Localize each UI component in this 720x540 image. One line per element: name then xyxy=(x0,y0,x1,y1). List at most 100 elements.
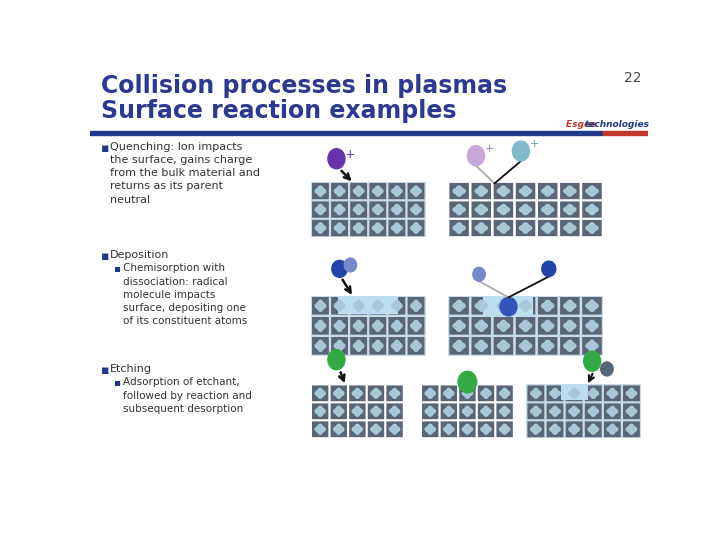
FancyBboxPatch shape xyxy=(422,386,438,401)
Ellipse shape xyxy=(328,148,345,168)
Ellipse shape xyxy=(354,302,364,309)
Ellipse shape xyxy=(569,390,580,396)
Ellipse shape xyxy=(533,424,539,434)
Ellipse shape xyxy=(498,302,510,309)
FancyBboxPatch shape xyxy=(582,201,602,218)
Ellipse shape xyxy=(478,205,485,214)
Ellipse shape xyxy=(586,188,598,194)
FancyBboxPatch shape xyxy=(331,337,348,355)
Ellipse shape xyxy=(356,205,361,214)
Ellipse shape xyxy=(390,408,400,414)
Ellipse shape xyxy=(413,205,419,214)
Ellipse shape xyxy=(588,408,598,414)
Ellipse shape xyxy=(456,300,463,312)
Ellipse shape xyxy=(333,408,344,414)
Ellipse shape xyxy=(590,424,596,434)
Ellipse shape xyxy=(410,188,421,194)
Ellipse shape xyxy=(478,340,485,352)
Ellipse shape xyxy=(315,427,325,432)
Ellipse shape xyxy=(473,267,485,281)
Ellipse shape xyxy=(590,407,596,416)
Ellipse shape xyxy=(588,320,595,332)
Ellipse shape xyxy=(533,388,539,399)
Bar xyxy=(311,296,426,356)
Ellipse shape xyxy=(564,302,576,309)
Ellipse shape xyxy=(609,388,616,399)
Ellipse shape xyxy=(522,223,529,233)
FancyBboxPatch shape xyxy=(330,403,347,419)
Ellipse shape xyxy=(336,388,342,399)
Ellipse shape xyxy=(571,388,577,399)
FancyBboxPatch shape xyxy=(389,201,405,218)
FancyBboxPatch shape xyxy=(389,220,405,236)
Ellipse shape xyxy=(374,300,381,312)
Ellipse shape xyxy=(498,343,510,349)
FancyBboxPatch shape xyxy=(408,201,424,218)
Ellipse shape xyxy=(453,225,465,231)
Ellipse shape xyxy=(544,340,552,352)
FancyBboxPatch shape xyxy=(408,183,424,199)
FancyBboxPatch shape xyxy=(582,337,602,355)
Ellipse shape xyxy=(336,320,343,332)
FancyBboxPatch shape xyxy=(528,421,544,437)
Ellipse shape xyxy=(354,188,364,194)
FancyBboxPatch shape xyxy=(538,220,557,236)
Ellipse shape xyxy=(336,407,342,416)
Ellipse shape xyxy=(354,407,360,416)
Ellipse shape xyxy=(464,388,470,399)
FancyBboxPatch shape xyxy=(408,220,424,236)
Ellipse shape xyxy=(533,407,539,416)
FancyBboxPatch shape xyxy=(604,386,621,401)
Text: ▪: ▪ xyxy=(113,377,120,387)
FancyBboxPatch shape xyxy=(560,317,580,335)
Ellipse shape xyxy=(541,343,554,349)
Ellipse shape xyxy=(374,205,381,214)
Ellipse shape xyxy=(336,340,343,352)
Ellipse shape xyxy=(542,261,556,276)
Ellipse shape xyxy=(498,188,510,194)
Ellipse shape xyxy=(390,427,400,432)
Ellipse shape xyxy=(531,427,541,432)
FancyBboxPatch shape xyxy=(330,421,347,437)
Ellipse shape xyxy=(629,424,634,434)
Ellipse shape xyxy=(354,207,364,213)
Ellipse shape xyxy=(374,223,381,233)
FancyBboxPatch shape xyxy=(538,201,557,218)
Ellipse shape xyxy=(394,320,400,332)
FancyBboxPatch shape xyxy=(560,297,580,315)
FancyBboxPatch shape xyxy=(422,421,438,437)
Ellipse shape xyxy=(481,390,491,396)
Ellipse shape xyxy=(500,205,507,214)
FancyBboxPatch shape xyxy=(368,403,384,419)
Ellipse shape xyxy=(318,205,323,214)
Ellipse shape xyxy=(315,408,325,414)
Ellipse shape xyxy=(334,343,345,349)
Ellipse shape xyxy=(571,407,577,416)
Ellipse shape xyxy=(374,186,381,196)
Ellipse shape xyxy=(567,300,573,312)
Ellipse shape xyxy=(394,300,400,312)
FancyBboxPatch shape xyxy=(582,220,602,236)
Ellipse shape xyxy=(446,407,452,416)
FancyBboxPatch shape xyxy=(331,183,348,199)
Ellipse shape xyxy=(519,207,531,213)
Ellipse shape xyxy=(352,408,362,414)
FancyBboxPatch shape xyxy=(538,337,557,355)
Ellipse shape xyxy=(552,407,558,416)
FancyBboxPatch shape xyxy=(496,386,513,401)
Ellipse shape xyxy=(475,302,487,309)
Text: +: + xyxy=(529,139,539,150)
Ellipse shape xyxy=(334,207,345,213)
Ellipse shape xyxy=(567,205,573,214)
Ellipse shape xyxy=(541,207,554,213)
Ellipse shape xyxy=(456,223,463,233)
Ellipse shape xyxy=(478,186,485,196)
Ellipse shape xyxy=(410,207,421,213)
Ellipse shape xyxy=(600,362,613,376)
Ellipse shape xyxy=(550,408,560,414)
Ellipse shape xyxy=(336,186,343,196)
FancyBboxPatch shape xyxy=(494,201,513,218)
FancyBboxPatch shape xyxy=(312,201,329,218)
Ellipse shape xyxy=(498,322,510,329)
Ellipse shape xyxy=(374,340,381,352)
